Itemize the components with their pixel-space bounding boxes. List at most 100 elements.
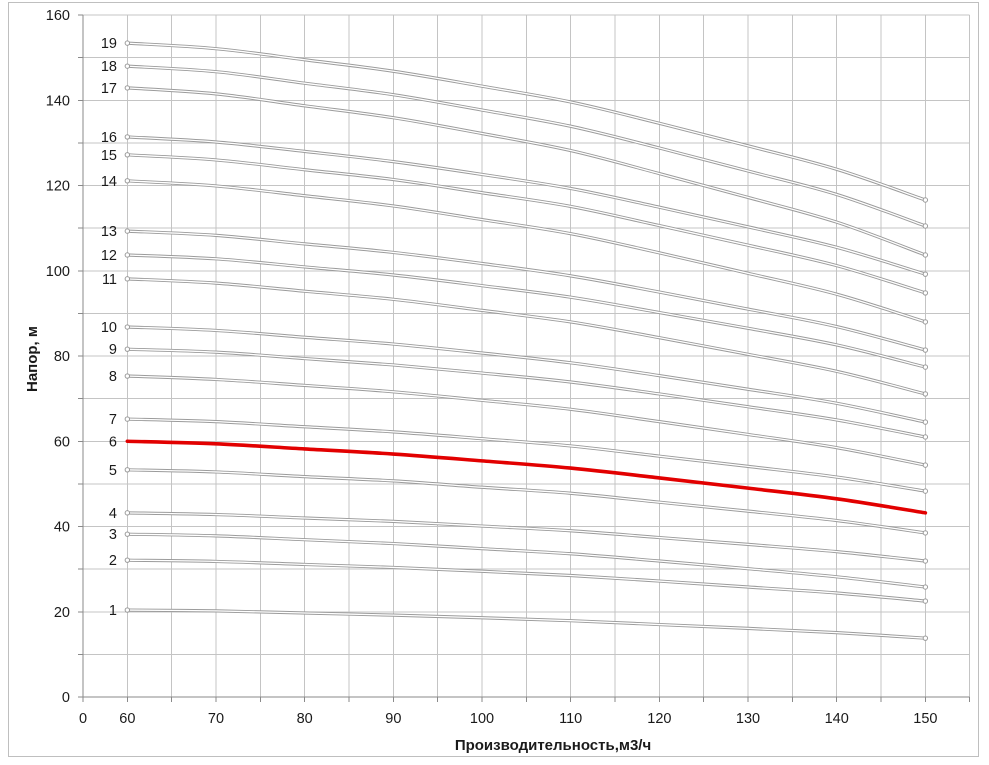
curve-17-point-150 [922, 252, 929, 258]
curve-13 [124, 228, 929, 353]
curve-5-point-60 [124, 467, 131, 473]
curve-label-17: 17 [101, 81, 117, 97]
highlighted-curve-layer [125, 439, 928, 515]
curve-3-point-60 [124, 531, 131, 537]
curve-6-line [125, 439, 928, 515]
curve-19 [124, 40, 929, 203]
curve-label-15: 15 [101, 148, 117, 164]
curve-18-point-150 [922, 223, 929, 229]
curve-11-point-150 [922, 391, 929, 397]
y-tick-label-80: 80 [54, 349, 70, 365]
y-tick-label-60: 60 [54, 434, 70, 450]
curve-12-point-60 [124, 252, 131, 258]
tick-marks [78, 14, 971, 702]
curve-16 [124, 134, 929, 277]
curve-9 [124, 346, 929, 440]
curve-7-point-150 [922, 488, 929, 494]
curve-16-point-60 [124, 134, 131, 140]
y-tick-label-100: 100 [46, 264, 70, 280]
curve-label-14: 14 [101, 174, 117, 190]
curve-19-point-150 [922, 197, 929, 203]
curve-14-line-inner [126, 180, 927, 323]
curve-8-point-150 [922, 462, 929, 468]
curve-16-line-inner [126, 136, 927, 275]
x-tick-label-80: 80 [297, 711, 313, 727]
curve-14-point-60 [124, 178, 131, 184]
y-tick-label-0: 0 [62, 690, 70, 706]
x-tick-label-90: 90 [385, 711, 401, 727]
y-tick-label-140: 140 [46, 93, 70, 109]
curve-13-point-150 [922, 347, 929, 353]
curve-label-16: 16 [101, 130, 117, 146]
x-tick-label-120: 120 [647, 711, 671, 727]
curve-17 [124, 85, 929, 258]
curve-4-point-150 [922, 558, 929, 564]
curve-label-19: 19 [101, 36, 117, 52]
curve-11-line-inner [126, 278, 927, 395]
curve-19-line-inner [126, 42, 927, 201]
curve-19-point-60 [124, 40, 131, 46]
curve-1-point-60 [124, 607, 131, 613]
x-tick-label-140: 140 [825, 711, 849, 727]
curve-label-4: 4 [109, 506, 117, 522]
curve-13-point-60 [124, 228, 131, 234]
curve-10-point-60 [124, 324, 131, 330]
curve-11 [124, 276, 929, 397]
curve-label-18: 18 [101, 59, 117, 75]
curve-7-line-inner [126, 418, 927, 492]
curve-8-point-60 [124, 373, 131, 379]
head-curves [124, 40, 929, 641]
y-axis-title: Напор, м [24, 326, 41, 392]
x-origin-label: 0 [79, 711, 87, 727]
y-tick-label-160: 160 [46, 8, 70, 24]
curve-label-9: 9 [109, 342, 117, 358]
curve-3-point-150 [922, 584, 929, 590]
curve-12 [124, 252, 929, 370]
curve-1 [124, 607, 929, 641]
curve-15 [124, 152, 929, 296]
curve-14-point-150 [922, 319, 929, 325]
curve-13-line-inner [126, 230, 927, 351]
curve-4 [124, 510, 929, 564]
curve-12-line-inner [126, 254, 927, 368]
curve-label-12: 12 [101, 248, 117, 264]
curve-2 [124, 557, 929, 604]
curve-8-line-inner [126, 375, 927, 466]
y-tick-label-40: 40 [54, 520, 70, 536]
y-tick-label-20: 20 [54, 605, 70, 621]
curve-10-point-150 [922, 419, 929, 425]
curve-label-2: 2 [109, 553, 117, 569]
axes [78, 15, 970, 702]
curve-label-3: 3 [109, 527, 117, 543]
curve-label-1: 1 [109, 603, 117, 619]
x-axis-title: Производительность,м3/ч [455, 737, 651, 754]
curve-1-line-inner [126, 609, 927, 639]
curve-1-point-150 [922, 635, 929, 641]
chart-frame [8, 2, 979, 757]
curve-label-5: 5 [109, 463, 117, 479]
x-tick-label-100: 100 [470, 711, 494, 727]
y-tick-label-120: 120 [46, 179, 70, 195]
curve-18-point-60 [124, 63, 131, 69]
curve-7-point-60 [124, 416, 131, 422]
curve-9-line-inner [126, 348, 927, 438]
curve-15-point-60 [124, 152, 131, 158]
curve-10 [124, 324, 929, 425]
curve-5 [124, 467, 929, 536]
x-tick-label-60: 60 [119, 711, 135, 727]
curve-3-line-inner [126, 533, 927, 588]
curve-18-line-inner [126, 65, 927, 227]
x-tick-label-150: 150 [913, 711, 937, 727]
curve-18 [124, 63, 929, 229]
curve-15-point-150 [922, 290, 929, 296]
curve-17-line-inner [126, 87, 927, 256]
x-tick-label-130: 130 [736, 711, 760, 727]
curve-14 [124, 178, 929, 325]
curve-8 [124, 373, 929, 468]
curve-label-6: 6 [109, 434, 117, 450]
curve-16-point-150 [922, 271, 929, 277]
curve-9-point-60 [124, 346, 131, 352]
curve-3 [124, 531, 929, 590]
